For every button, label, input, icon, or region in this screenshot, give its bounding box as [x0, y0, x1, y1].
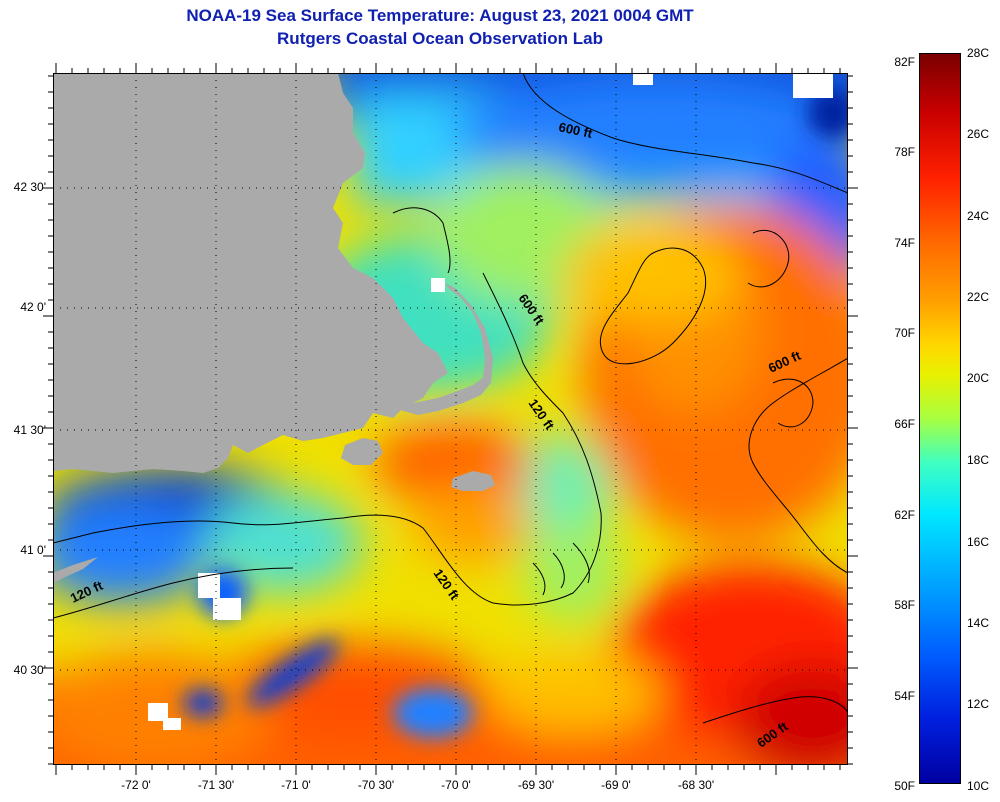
land-marthas-vineyard	[341, 438, 383, 465]
land-massachusetts	[53, 73, 448, 473]
lon-label-72-0: -72 0'	[121, 778, 151, 792]
cb-f-54: 54F	[894, 689, 915, 703]
cb-f-62: 62F	[894, 508, 915, 522]
cloud-mask	[148, 73, 833, 730]
cb-f-78: 78F	[894, 145, 915, 159]
lat-label-40-30: 40 30'	[13, 663, 46, 677]
temperature-colorbar	[919, 53, 961, 784]
lon-label-70-30: -70 30'	[357, 778, 395, 792]
cb-f-50: 50F	[894, 779, 915, 793]
cb-c-20: 20C	[967, 371, 990, 385]
land-nantucket	[451, 471, 495, 491]
lon-label-69-30: -69 30'	[517, 778, 555, 792]
lon-label-69-0: -69 0'	[601, 778, 631, 792]
sst-map: 600 ft 600 ft 600 ft 120 ft 120 ft 120 f…	[53, 73, 848, 765]
lon-label-71-30: -71 30'	[197, 778, 235, 792]
land-long-island	[53, 557, 98, 583]
cb-c-18: 18C	[967, 453, 990, 467]
cb-f-66: 66F	[894, 417, 915, 431]
lon-label-71-0: -71 0'	[281, 778, 311, 792]
cb-c-12: 12C	[967, 697, 990, 711]
lat-label-42-30: 42 30'	[13, 180, 46, 194]
lat-label-41-30: 41 30'	[13, 423, 46, 437]
contour-label-600-north: 600 ft	[557, 119, 594, 141]
cb-f-82: 82F	[894, 55, 915, 69]
map-ticks	[43, 63, 858, 775]
lon-label-70-0: -70 0'	[441, 778, 471, 792]
depth-contours	[53, 73, 848, 724]
cb-c-26: 26C	[967, 127, 990, 141]
cb-f-74: 74F	[894, 236, 915, 250]
cb-c-22: 22C	[967, 290, 990, 304]
map-frame	[53, 73, 848, 765]
cb-f-58: 58F	[894, 598, 915, 612]
cb-c-10: 10C	[967, 779, 990, 793]
cb-c-28: 28C	[967, 46, 990, 60]
map-subtitle: Rutgers Coastal Ocean Observation Lab	[277, 29, 603, 48]
lon-label-68-30: -68 30'	[677, 778, 715, 792]
cb-c-16: 16C	[967, 535, 990, 549]
cb-f-70: 70F	[894, 326, 915, 340]
cb-c-24: 24C	[967, 209, 990, 223]
lat-label-42-0: 42 0'	[20, 300, 46, 314]
map-title: NOAA-19 Sea Surface Temperature: August …	[186, 6, 694, 25]
cb-c-14: 14C	[967, 616, 990, 630]
lat-label-41-0: 41 0'	[20, 543, 46, 557]
